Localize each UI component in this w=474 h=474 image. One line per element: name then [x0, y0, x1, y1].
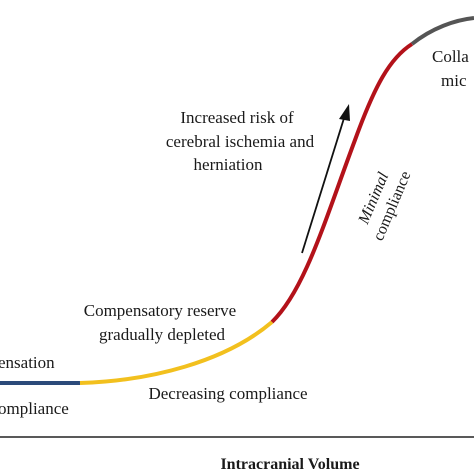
risk-text-line1: Increased risk of	[180, 108, 294, 127]
reserve-text-line2: gradually depleted	[99, 325, 226, 344]
risk-text-line2: cerebral ischemia and	[166, 132, 315, 151]
collapse-text-line2: mic	[441, 71, 467, 90]
x-axis-label: Intracranial Volume	[220, 456, 359, 473]
minimal-compliance-label: Minimal compliance	[355, 169, 414, 244]
reserve-text-line1: Compensatory reserve	[84, 301, 236, 320]
collapse-text-line1: Colla	[432, 47, 469, 66]
increased-risk-arrow	[301, 114, 346, 254]
curve-segment-decreasing-compliance	[79, 320, 274, 385]
decreasing-compliance-text: Decreasing compliance	[148, 384, 307, 403]
curve-segment-minimal-compliance	[270, 42, 414, 324]
compensation-text: ensation	[0, 353, 55, 372]
increased-risk-arrowhead	[339, 104, 350, 121]
risk-text-line3: herniation	[194, 155, 263, 174]
curve-segment-collapse	[410, 16, 474, 46]
compliance-left-text: ompliance	[0, 399, 69, 418]
